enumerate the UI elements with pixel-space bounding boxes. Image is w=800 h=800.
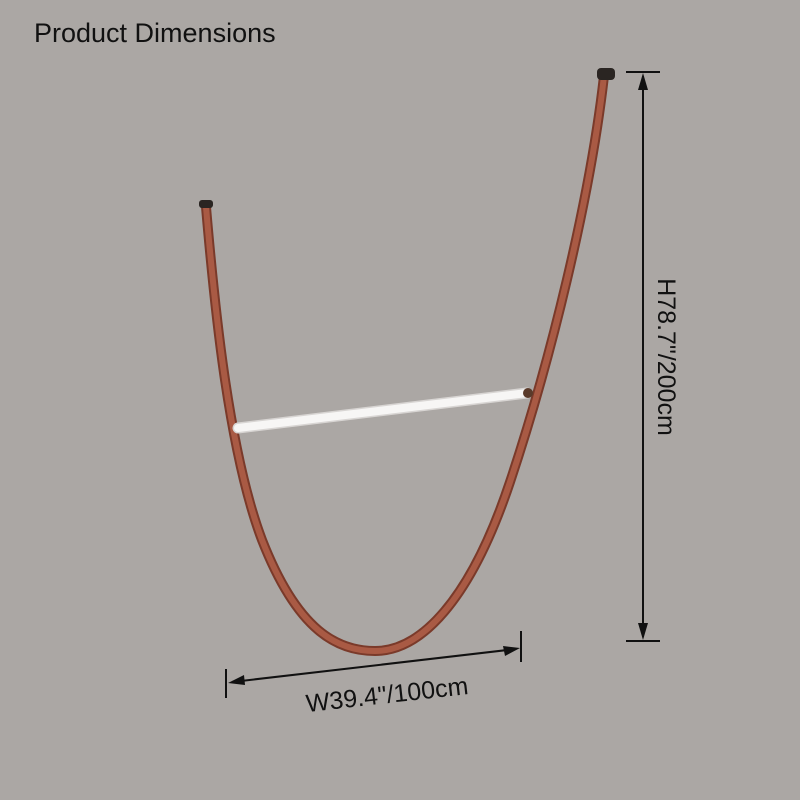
strap: [203, 73, 607, 655]
height-label: H78.7"/200cm: [652, 278, 680, 436]
dimension-line: [231, 648, 517, 683]
width-dimension: [225, 631, 522, 698]
arrow-head: [638, 623, 648, 640]
ceiling-mount-left: [199, 200, 213, 208]
bar-cap: [523, 388, 533, 398]
lamp: [199, 68, 615, 657]
title: Product Dimensions: [34, 18, 276, 48]
arrow-head: [228, 675, 245, 685]
ceiling-mount-right: [597, 68, 615, 80]
arrow-head: [638, 73, 648, 90]
light-bar: [234, 389, 531, 432]
height-dimension: [626, 71, 660, 642]
arrow-head: [503, 646, 520, 656]
